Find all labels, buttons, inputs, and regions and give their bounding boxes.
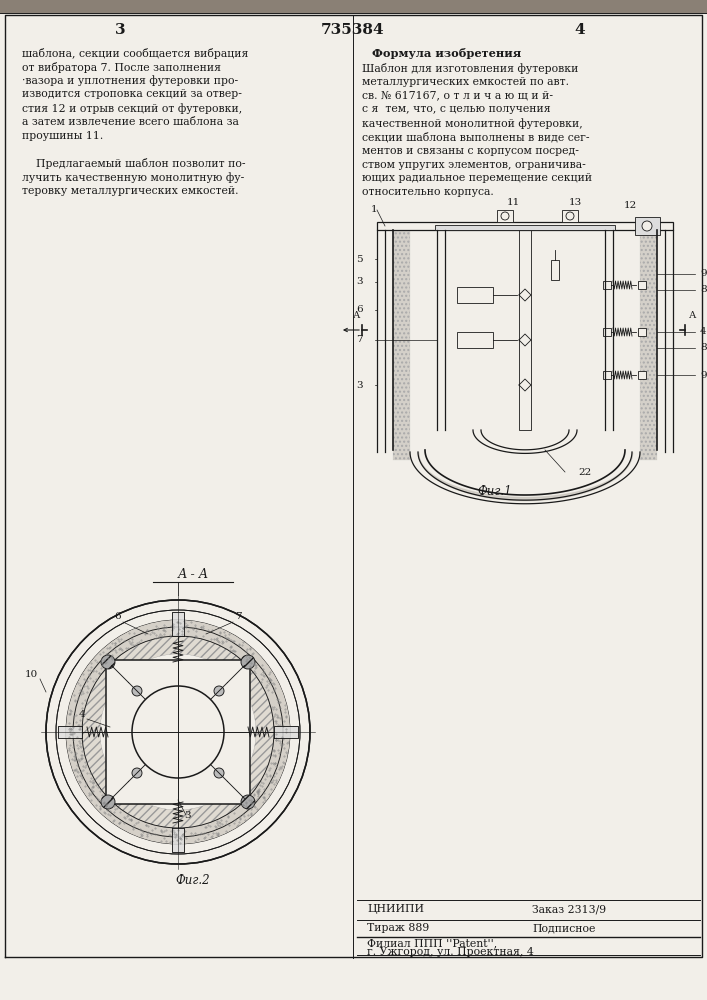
Bar: [640, 230, 657, 460]
Text: 4: 4: [575, 23, 585, 37]
Circle shape: [241, 795, 255, 809]
Text: ментов и связаны с корпусом посред-: ментов и связаны с корпусом посред-: [362, 146, 579, 156]
Text: изводится строповка секций за отвер-: изводится строповка секций за отвер-: [22, 89, 242, 99]
Text: Шаблон для изготовления футеровки: Шаблон для изготовления футеровки: [362, 63, 578, 74]
Bar: [497, 210, 513, 222]
Wedge shape: [66, 620, 290, 844]
Bar: [562, 210, 578, 222]
Text: 3: 3: [185, 811, 192, 820]
Bar: [457, 287, 493, 303]
Bar: [638, 371, 646, 379]
Text: 11: 11: [506, 198, 520, 207]
Circle shape: [132, 768, 142, 778]
Circle shape: [566, 212, 574, 220]
Text: 8: 8: [700, 286, 706, 294]
Text: ЦНИИПИ: ЦНИИПИ: [367, 904, 424, 914]
Text: Фиг.1: Фиг.1: [478, 485, 513, 498]
Text: 9: 9: [700, 370, 706, 379]
Text: Заказ 2313/9: Заказ 2313/9: [532, 904, 606, 914]
Text: г. Ужгород, ул. Проектная, 4: г. Ужгород, ул. Проектная, 4: [367, 947, 534, 957]
Polygon shape: [172, 828, 184, 852]
Bar: [435, 225, 615, 230]
Circle shape: [642, 221, 652, 231]
Text: А - А: А - А: [177, 568, 209, 581]
Bar: [638, 281, 646, 289]
Text: ством упругих элементов, ограничива-: ством упругих элементов, ограничива-: [362, 160, 586, 170]
Text: 3: 3: [356, 380, 363, 389]
Text: Тираж 889: Тираж 889: [367, 923, 429, 933]
Circle shape: [101, 655, 115, 669]
Text: Подписное: Подписное: [532, 923, 595, 933]
Text: 3: 3: [115, 23, 125, 37]
Text: относительно корпуса.: относительно корпуса.: [362, 187, 493, 197]
Text: ·вазора и уплотнения футеровки про-: ·вазора и уплотнения футеровки про-: [22, 76, 238, 86]
Text: секции шаблона выполнены в виде сег-: секции шаблона выполнены в виде сег-: [362, 132, 590, 143]
Circle shape: [214, 768, 224, 778]
Bar: [640, 230, 657, 460]
Text: 10: 10: [25, 670, 38, 679]
Text: 3: 3: [356, 277, 363, 286]
Text: с я  тем, что, с целью получения: с я тем, что, с целью получения: [362, 104, 551, 114]
Text: 5: 5: [356, 254, 363, 263]
Text: шаблона, секции сообщается вибрация: шаблона, секции сообщается вибрация: [22, 48, 248, 59]
Text: 4: 4: [700, 328, 706, 336]
Text: Предлагаемый шаблон позволит по-: Предлагаемый шаблон позволит по-: [22, 158, 245, 169]
Circle shape: [214, 686, 224, 696]
Text: 12: 12: [624, 201, 636, 210]
Polygon shape: [172, 612, 184, 636]
Bar: [635, 217, 660, 235]
Bar: [519, 230, 531, 430]
Text: стия 12 и отрыв секций от футеровки,: стия 12 и отрыв секций от футеровки,: [22, 103, 243, 114]
Bar: [603, 371, 611, 379]
Polygon shape: [58, 726, 82, 738]
FancyBboxPatch shape: [106, 660, 250, 804]
Text: проушины 11.: проушины 11.: [22, 131, 103, 141]
Bar: [377, 222, 673, 230]
Text: 7: 7: [356, 336, 363, 344]
Bar: [393, 230, 410, 460]
Text: 4: 4: [78, 710, 85, 719]
Bar: [551, 260, 559, 280]
Circle shape: [241, 655, 255, 669]
Circle shape: [132, 686, 224, 778]
Text: Фиг.2: Фиг.2: [175, 874, 210, 887]
Bar: [393, 230, 410, 460]
Text: 8: 8: [700, 344, 706, 353]
Text: 6: 6: [356, 306, 363, 314]
Circle shape: [132, 686, 142, 696]
Text: 7: 7: [235, 612, 241, 621]
Text: Формула изобретения: Формула изобретения: [373, 48, 522, 59]
Text: св. № 617167, о т л и ч а ю щ и й-: св. № 617167, о т л и ч а ю щ и й-: [362, 91, 553, 101]
Text: теровку металлургических емкостей.: теровку металлургических емкостей.: [22, 186, 238, 196]
Text: 9: 9: [700, 269, 706, 278]
Text: А: А: [354, 311, 361, 320]
Text: металлургических емкостей по авт.: металлургических емкостей по авт.: [362, 77, 569, 87]
Text: а затем извлечение всего шаблона за: а затем извлечение всего шаблона за: [22, 117, 239, 127]
Circle shape: [501, 212, 509, 220]
Bar: [0, 0, 707, 13]
Bar: [603, 281, 611, 289]
Wedge shape: [82, 636, 274, 828]
Text: 13: 13: [568, 198, 582, 207]
Text: лучить качественную монолитную фу-: лучить качественную монолитную фу-: [22, 172, 244, 183]
Text: Филиал ППП ''Patent'',: Филиал ППП ''Patent'',: [367, 938, 497, 948]
Text: качественной монолитной футеровки,: качественной монолитной футеровки,: [362, 118, 583, 129]
Text: 1: 1: [370, 206, 377, 215]
Text: 735384: 735384: [321, 23, 385, 37]
Bar: [457, 332, 493, 348]
Text: 6: 6: [115, 612, 122, 621]
Text: А: А: [689, 311, 696, 320]
Text: от вибратора 7. После заполнения: от вибратора 7. После заполнения: [22, 62, 221, 73]
Bar: [603, 328, 611, 336]
Bar: [638, 328, 646, 336]
Polygon shape: [274, 726, 298, 738]
Circle shape: [101, 795, 115, 809]
Text: ющих радиальное перемещение секций: ющих радиальное перемещение секций: [362, 173, 592, 183]
Text: 22: 22: [578, 468, 592, 477]
